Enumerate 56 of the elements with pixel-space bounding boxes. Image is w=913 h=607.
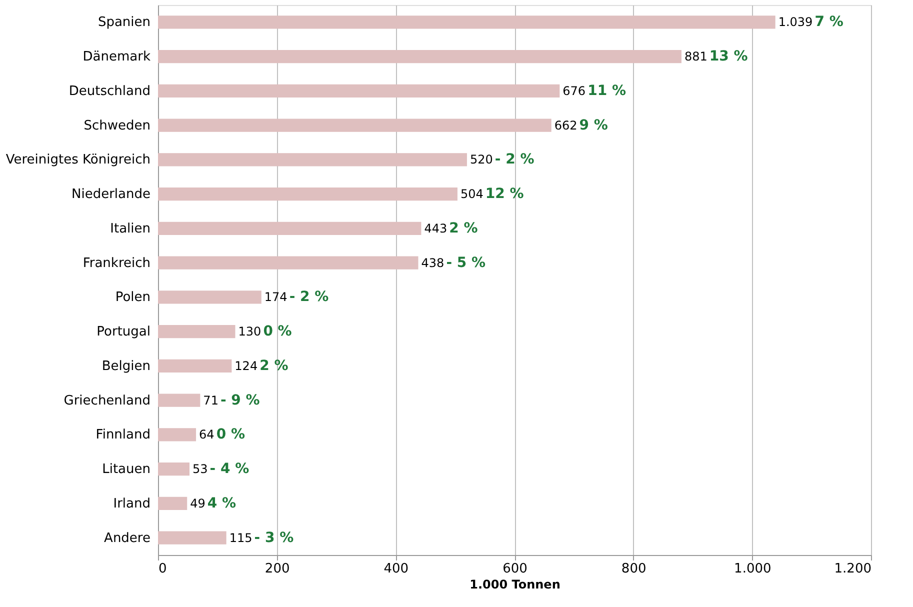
x-axis-title: 1.000 Tonnen [470,578,560,592]
y-tick-label: Spanien [98,15,150,30]
y-tick-label: Polen [115,290,150,306]
annotation: 4 % [207,495,236,512]
annotation: 0 % [263,324,292,340]
x-tick-label: 1.000 [734,562,772,576]
data-label: 115 [229,530,252,545]
annotation: 12 % [485,186,524,202]
annotation: 2 % [260,358,288,374]
x-tick-label: 400 [384,562,409,576]
y-tick-label: Andere [104,530,150,546]
data-label: 443 [424,221,448,236]
annotation: - 3 % [254,530,294,546]
annotation: 7 % [814,14,844,30]
data-label: 64 [199,428,214,442]
data-label: 438 [421,256,444,270]
data-label: 49 [190,496,206,510]
annotation: 11 % [588,82,626,99]
annotation: 9 % [579,117,608,134]
y-tick-label: Frankreich [82,256,150,271]
data-label: 676 [562,84,586,98]
annotation: - 4 % [210,461,250,478]
annotation: 13 % [709,48,748,65]
x-tick-label: 0 [158,562,167,576]
x-tick-label: 800 [621,562,646,576]
data-label: 662 [554,118,578,132]
data-label: 71 [203,393,218,408]
data-label: 174 [264,290,288,304]
data-label: 124 [234,358,258,373]
data-label: 130 [238,324,262,339]
y-tick-label: Dänemark [82,50,151,65]
y-tick-label: Litauen [102,462,150,478]
annotation: 2 % [449,220,478,236]
x-tick-label: 600 [502,562,528,576]
y-tick-label: Deutschland [68,84,150,99]
y-tick-label: Portugal [96,324,150,340]
y-tick-label: Italien [110,221,150,236]
data-label: 881 [684,50,708,64]
y-tick-label: Vereinigtes Königreich [6,152,150,168]
y-tick-label: Belgien [102,358,150,374]
x-tick-label: 1.200 [834,562,872,576]
annotation: - 5 % [446,254,486,271]
x-tick-label: 200 [264,562,290,576]
data-label: 520 [470,152,493,167]
annotation: - 2 % [494,152,534,168]
annotation: - 2 % [289,289,329,306]
y-tick-label: Schweden [84,118,150,134]
y-tick-label: Niederlande [72,187,150,202]
annotation: - 9 % [220,392,260,408]
annotation: 0 % [216,426,245,443]
data-label: 53 [192,462,208,476]
y-tick-label: Finnland [96,428,150,443]
data-label: 1.039 [778,15,813,30]
y-tick-label: Irland [113,496,150,512]
data-label: 504 [460,187,484,202]
y-tick-label: Griechenland [64,393,150,408]
